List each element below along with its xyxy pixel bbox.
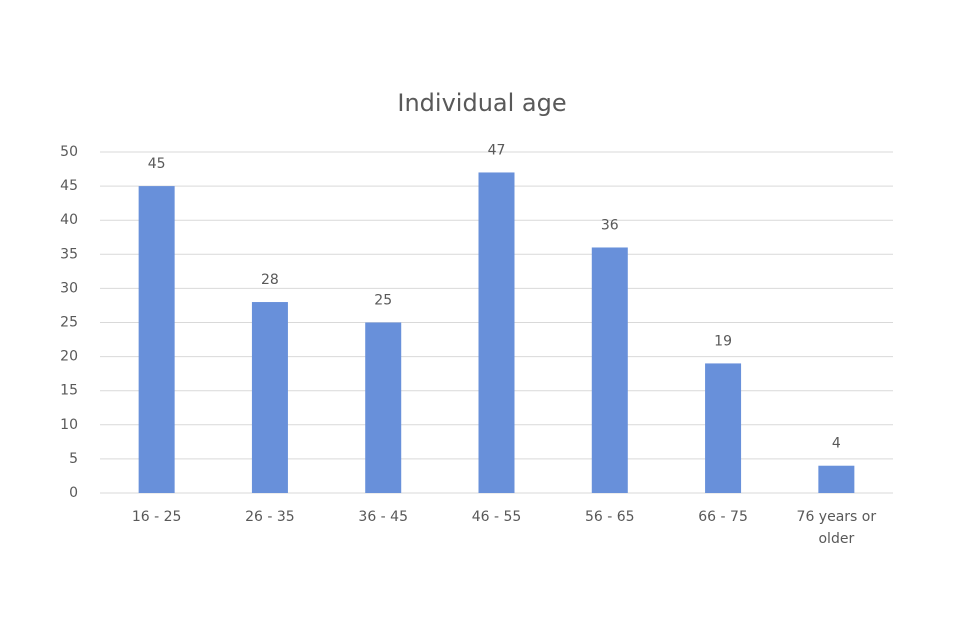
data-label: 45 xyxy=(148,156,166,172)
x-tick-label: 26 - 35 xyxy=(245,509,295,525)
x-tick-label: 66 - 75 xyxy=(698,509,748,525)
x-tick-label: 36 - 45 xyxy=(358,509,408,525)
y-tick-label: 20 xyxy=(60,349,78,365)
bar xyxy=(251,302,288,493)
bar xyxy=(365,322,402,493)
y-tick-label: 25 xyxy=(60,315,78,331)
x-tick-group: 66 - 75 xyxy=(698,509,748,525)
bar xyxy=(478,172,515,493)
y-tick-label: 15 xyxy=(60,383,78,399)
y-tick-label: 10 xyxy=(60,417,78,433)
bar xyxy=(138,186,175,493)
data-label: 36 xyxy=(601,217,619,233)
data-label: 4 xyxy=(832,436,841,452)
bar xyxy=(591,247,628,493)
data-label: 28 xyxy=(261,272,279,288)
data-label: 19 xyxy=(714,333,732,349)
x-tick-group: 56 - 65 xyxy=(584,509,635,525)
y-tick-label: 5 xyxy=(69,451,78,467)
bar xyxy=(705,363,742,493)
x-tick-label: 56 - 65 xyxy=(584,509,635,525)
x-tick-group: 76 years or older xyxy=(796,509,877,547)
x-tick-group: 46 - 55 xyxy=(471,509,522,525)
x-tick-group: 16 - 25 xyxy=(131,509,182,525)
y-tick-label: 35 xyxy=(60,246,78,262)
data-label: 47 xyxy=(488,142,506,158)
bar xyxy=(818,465,855,493)
chart-title: Individual age xyxy=(397,89,566,117)
y-tick-label: 0 xyxy=(69,485,78,501)
data-label: 25 xyxy=(374,293,392,309)
x-tick-label: 46 - 55 xyxy=(471,509,522,525)
x-tick-label: 16 - 25 xyxy=(131,509,182,525)
x-tick-label: 76 years or older xyxy=(796,509,877,547)
y-tick-label: 30 xyxy=(60,280,78,296)
x-tick-group: 26 - 35 xyxy=(245,509,295,525)
x-tick-group: 36 - 45 xyxy=(358,509,408,525)
y-tick-label: 45 xyxy=(60,178,78,194)
y-tick-label: 50 xyxy=(60,144,78,160)
y-tick-label: 40 xyxy=(60,212,78,228)
